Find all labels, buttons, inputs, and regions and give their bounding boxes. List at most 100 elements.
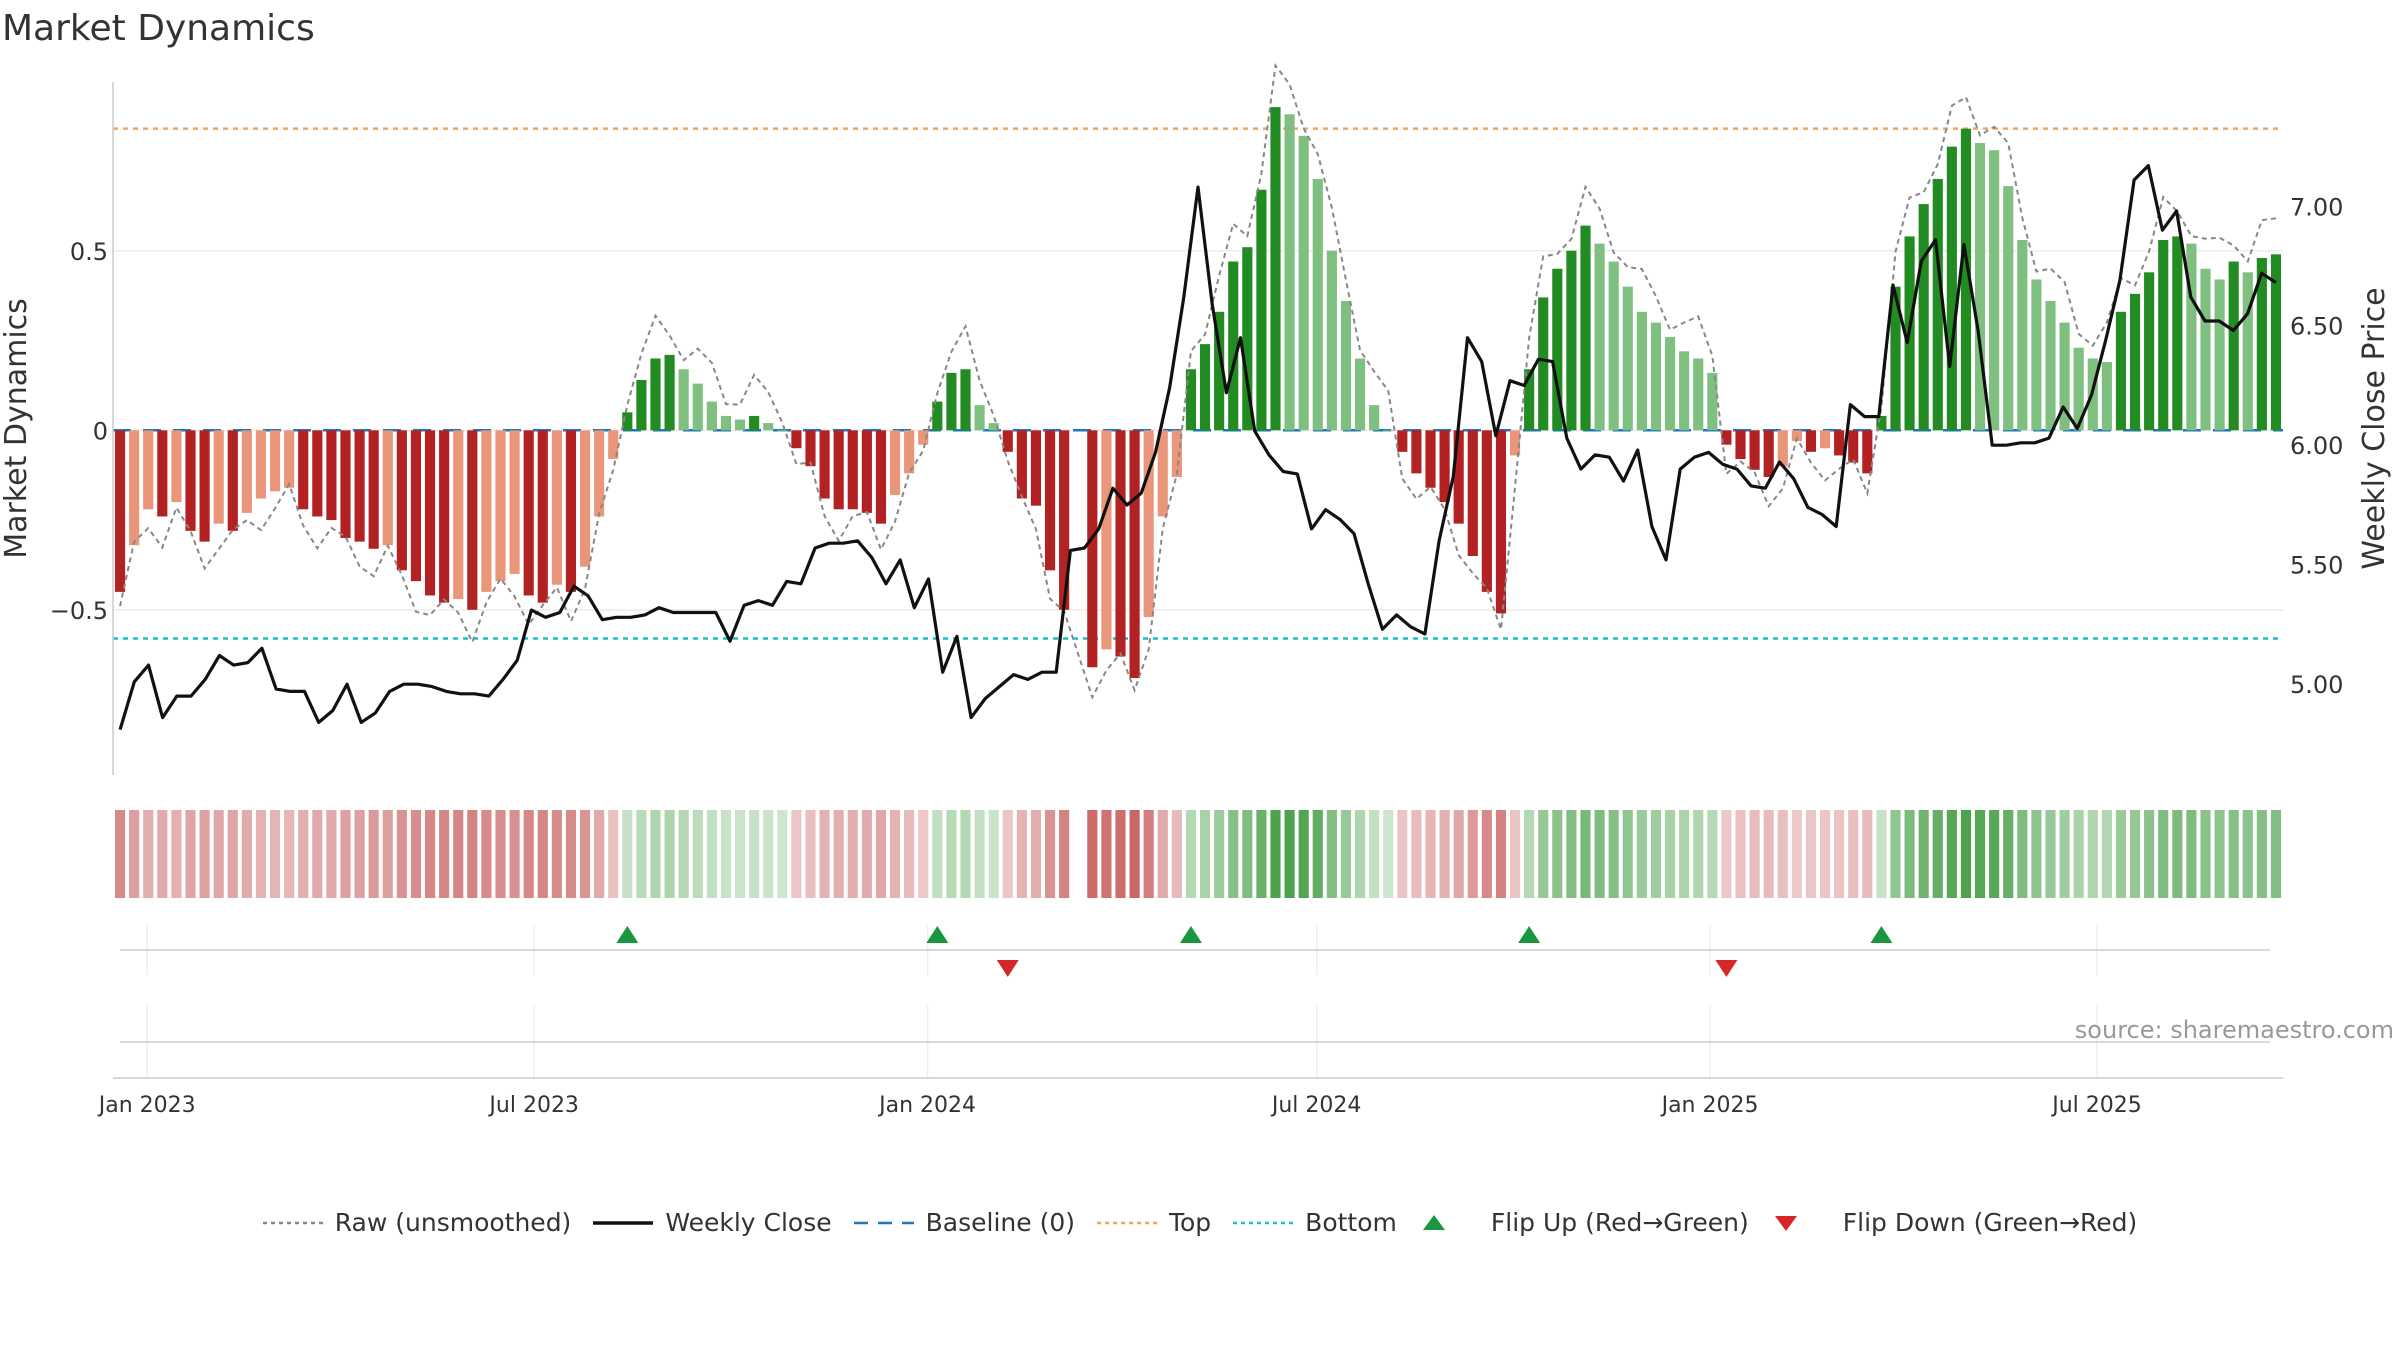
bar bbox=[1594, 243, 1605, 431]
strip-cell bbox=[1721, 810, 1732, 898]
legend-swatch bbox=[1096, 1221, 1157, 1224]
bar bbox=[1566, 250, 1577, 431]
strip-cell bbox=[2228, 810, 2239, 898]
bar bbox=[2144, 272, 2155, 431]
bar bbox=[1340, 301, 1352, 431]
bar bbox=[241, 430, 252, 513]
bar bbox=[1848, 430, 1859, 463]
y2-tick-label: 5.00 bbox=[2290, 671, 2343, 699]
bar-series bbox=[114, 107, 2282, 679]
bar bbox=[1383, 430, 1394, 432]
bar bbox=[199, 430, 210, 542]
strip-cell bbox=[819, 810, 830, 898]
strip-cell bbox=[1087, 810, 1098, 898]
weekly-close-series bbox=[118, 164, 2277, 731]
strip-cell bbox=[171, 810, 182, 898]
gridlines bbox=[113, 250, 2283, 1078]
bar bbox=[2228, 261, 2239, 431]
bar bbox=[2045, 301, 2056, 431]
strip-cell bbox=[875, 810, 887, 898]
strip-cell bbox=[650, 810, 661, 898]
bar bbox=[1622, 286, 1633, 431]
strip-cell bbox=[439, 810, 450, 898]
strip-cell bbox=[453, 810, 464, 898]
bar bbox=[481, 430, 492, 592]
bar bbox=[622, 412, 633, 431]
strip-cell bbox=[1284, 810, 1295, 898]
bar bbox=[636, 380, 647, 431]
strip-cell bbox=[1312, 810, 1323, 898]
strip-cell bbox=[1340, 810, 1352, 898]
strip-cell bbox=[340, 810, 351, 898]
bar bbox=[312, 430, 323, 517]
strip-cell bbox=[1298, 810, 1309, 898]
strip-cell bbox=[1199, 810, 1211, 898]
strip-cell bbox=[1354, 810, 1366, 898]
legend: Raw (unsmoothed) Weekly Close Baseline (0)… bbox=[0, 1208, 2400, 1237]
strip-cell bbox=[1918, 810, 1929, 898]
strip-cell bbox=[368, 810, 379, 898]
strip-cell bbox=[678, 810, 689, 898]
strip-cell bbox=[1453, 810, 1464, 898]
strip-cell bbox=[396, 810, 407, 898]
strip-cell bbox=[1777, 810, 1788, 898]
raw-series bbox=[119, 62, 2277, 700]
legend-swatch bbox=[262, 1221, 323, 1224]
strip-cell bbox=[1580, 810, 1591, 898]
strip-cell bbox=[1270, 810, 1281, 898]
bar bbox=[143, 430, 154, 510]
strip-cell bbox=[1383, 810, 1394, 898]
x-tick-label: Jan 2023 bbox=[97, 1093, 196, 1118]
bar bbox=[382, 430, 393, 546]
strip-cell bbox=[664, 810, 675, 898]
strip-cell bbox=[1481, 810, 1492, 898]
market-dynamics-chart: 0.5 0 −0.5 Market Dynamics 7.00 6.50 6.00 5.50… bbox=[0, 62, 2392, 1118]
flip-up-marker bbox=[616, 926, 639, 943]
strip-cell bbox=[1960, 810, 1972, 898]
strip-cell bbox=[720, 810, 732, 898]
x-tick-label: Jan 2024 bbox=[877, 1093, 976, 1118]
bar bbox=[1030, 430, 1042, 506]
bar bbox=[1890, 286, 1901, 431]
strip-cell bbox=[1693, 810, 1704, 898]
strip-cell bbox=[241, 810, 252, 898]
bar bbox=[1256, 189, 1267, 431]
bar bbox=[1495, 430, 1507, 614]
bar bbox=[129, 430, 140, 546]
strip-cell bbox=[143, 810, 154, 898]
strip-cell bbox=[2186, 810, 2197, 898]
strip-cell bbox=[1509, 810, 1521, 898]
legend-item-flip-down: Flip Down (Green→Red) bbox=[1771, 1208, 2137, 1237]
bar bbox=[1749, 430, 1760, 470]
strip-cell bbox=[622, 810, 633, 898]
strip-cell bbox=[1256, 810, 1267, 898]
flip-up-marker bbox=[926, 926, 949, 943]
legend-label: Weekly Close bbox=[665, 1208, 832, 1237]
strip-cell bbox=[904, 810, 915, 898]
bar bbox=[650, 358, 661, 431]
bar bbox=[861, 430, 872, 513]
strip-cell bbox=[495, 810, 506, 898]
bar bbox=[1777, 430, 1788, 467]
legend-item-flip-up: Flip Up (Red→Green) bbox=[1419, 1208, 1749, 1237]
strip-cell bbox=[1411, 810, 1422, 898]
y-tick-label: 0 bbox=[93, 417, 108, 445]
strip-cell bbox=[1679, 810, 1690, 898]
bar bbox=[594, 430, 605, 517]
strip-cell bbox=[692, 810, 703, 898]
bar bbox=[946, 372, 957, 431]
strip-cell bbox=[2003, 810, 2014, 898]
strip-cell bbox=[2158, 810, 2169, 898]
bar bbox=[1411, 430, 1422, 474]
strip-cell bbox=[579, 810, 591, 898]
strip-cell bbox=[2101, 810, 2112, 898]
bar bbox=[974, 405, 985, 431]
strip-cell bbox=[1805, 810, 1817, 898]
legend-flip-down-symbol bbox=[1774, 1215, 1797, 1231]
bar bbox=[2003, 186, 2014, 431]
bar bbox=[1763, 430, 1774, 477]
regime-strip bbox=[114, 810, 2282, 898]
flip-up-marker bbox=[1179, 926, 1202, 943]
strip-cell bbox=[1538, 810, 1549, 898]
bar bbox=[960, 369, 971, 431]
